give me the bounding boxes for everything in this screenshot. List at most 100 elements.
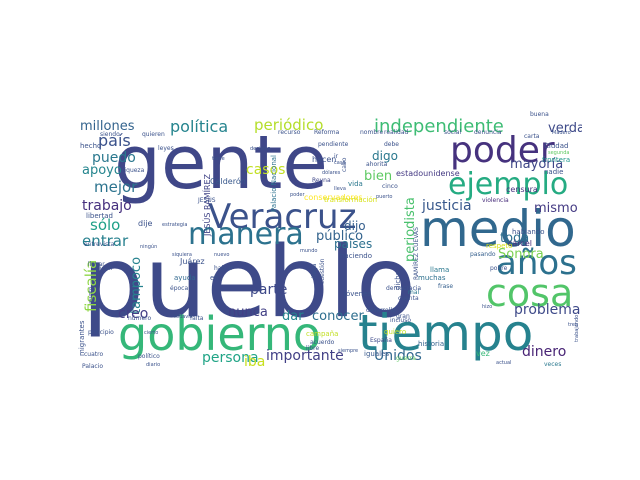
word-iguales: iguales xyxy=(364,350,389,358)
word-democracia: democracia xyxy=(386,285,421,292)
word-cuenta: cuenta xyxy=(398,295,419,302)
word-cuestion: cuestión xyxy=(319,258,326,284)
word-calderon: Calderón xyxy=(210,176,246,186)
word-tiempo: tiempo xyxy=(358,304,533,362)
word-digo: digo xyxy=(372,149,398,163)
word-pasando: pasando xyxy=(470,251,496,258)
word-independiente: independiente xyxy=(374,116,504,137)
word-pobre: pobre xyxy=(490,265,508,272)
word-manera: manera xyxy=(188,217,304,252)
word-cuatro: cuatro xyxy=(84,351,103,358)
word-censura: censura xyxy=(506,185,538,194)
word-jesus: JESÚS xyxy=(197,197,216,204)
word-entrar: entrar xyxy=(82,232,129,250)
word-ahorita: ahorita xyxy=(366,161,388,168)
word-jovenes: jóvenes xyxy=(343,290,371,298)
word-mayoria: mayoría xyxy=(510,157,563,172)
word-fiscalia: fiscalía xyxy=(82,260,100,312)
word-poder-small: poder xyxy=(290,192,305,198)
word-nadie: nadie xyxy=(544,168,563,176)
word-periodista: periodista xyxy=(403,197,418,262)
word-diario: diario xyxy=(146,362,160,368)
word-veracruz: Veracruz xyxy=(208,197,356,237)
word-libre: libre xyxy=(306,345,319,352)
word-campana: campaña xyxy=(306,330,338,338)
word-bien: bien xyxy=(364,169,392,184)
word-paises: países xyxy=(334,237,372,251)
word-cierto: cierto xyxy=(144,330,158,336)
word-cosa: cosa xyxy=(486,271,573,315)
word-siendo: siendo xyxy=(100,131,120,138)
word-incluso: incluso xyxy=(390,317,411,324)
word-segunda: segunda xyxy=(548,150,569,156)
word-dar: dar xyxy=(282,309,304,324)
word-espana: España xyxy=(370,337,392,344)
word-conservadores: conservadores xyxy=(304,193,363,202)
word-dije: dije xyxy=(138,219,153,228)
word-denuncia: denuncia xyxy=(474,129,502,136)
word-millones: millones xyxy=(80,119,135,134)
word-sonora: Sonora xyxy=(498,247,544,262)
word-solo: sólo xyxy=(90,216,120,234)
word-politico: político xyxy=(138,353,160,360)
word-ciudad: Ciudad xyxy=(544,142,568,150)
word-verdad: verdad xyxy=(548,121,582,136)
word-conocer: conocer xyxy=(312,309,364,324)
word-numero: número xyxy=(128,315,151,322)
word-nunca: nunca xyxy=(228,305,268,320)
word-actual: actual xyxy=(496,360,511,366)
word-desarrollo: desarrollo xyxy=(366,307,396,314)
word-politica: política xyxy=(170,117,228,136)
word-dolares: dólares xyxy=(322,169,341,176)
word-mismo: mismo xyxy=(534,201,578,216)
word-realidad: realidad xyxy=(384,129,409,136)
word-veces: veces xyxy=(544,361,561,368)
word-acuerdo: acuerdo xyxy=(310,339,335,346)
word-reforma: Reforma xyxy=(314,129,340,136)
word-hablar: hablar xyxy=(214,265,234,272)
word-nombre: nombre xyxy=(360,129,383,136)
word-poder: poder xyxy=(450,130,555,171)
word-pendiente: pendiente xyxy=(318,141,349,148)
word-importante: importante xyxy=(266,348,344,364)
word-estadounidense: estadounidense xyxy=(396,169,460,178)
word-apoyo: apoyo xyxy=(82,163,122,178)
word-tiene: tiene xyxy=(212,156,225,162)
word-quiero: quiero xyxy=(384,328,406,336)
word-pais: país xyxy=(98,131,131,150)
word-carta: carta xyxy=(524,133,540,140)
word-anos: años xyxy=(496,243,577,283)
word-pueblo: pueblo xyxy=(82,226,416,340)
word-justicia: justicia xyxy=(421,198,472,214)
word-dicho: dicho xyxy=(394,271,402,290)
word-buena: buena xyxy=(530,111,549,118)
word-puerto: puerto xyxy=(376,194,393,200)
word-jesus-ramirez: JESÚS RAMÍREZ xyxy=(201,173,212,237)
word-vez: vez xyxy=(476,349,490,358)
word-siquiera: siquiera xyxy=(172,252,192,258)
word-ningun: ningún xyxy=(140,243,157,250)
word-hizo: hizo xyxy=(482,304,492,310)
word-guerra: guerra xyxy=(396,355,416,362)
word-debe: debe xyxy=(384,141,399,148)
word-frontera: frontera xyxy=(542,156,570,164)
word-palacio: Palacio xyxy=(82,363,103,370)
word-epoca: época xyxy=(170,285,188,292)
word-estrategia: estrategia xyxy=(162,222,187,228)
word-decision: decisión xyxy=(250,145,271,152)
word-ramirez-cuevas: RAMÍREZ CUEVAS xyxy=(413,227,420,280)
word-quieren: quieren xyxy=(142,131,165,138)
word-lleva: lleva xyxy=(334,186,346,192)
word-cabo: cabo xyxy=(341,157,348,172)
word-eh: eh xyxy=(210,274,219,282)
word-haciendo: haciendo xyxy=(340,252,372,260)
word-llega: llega xyxy=(311,263,318,278)
word-social: social xyxy=(444,129,461,136)
word-falta: falta xyxy=(190,315,204,322)
word-hablando: hablando xyxy=(512,228,545,236)
word-casos: casos xyxy=(246,162,285,178)
word-frase: frase xyxy=(438,283,453,290)
word-casa: casa xyxy=(334,160,345,166)
word-publico: público xyxy=(316,229,363,244)
word-dicen: dicen xyxy=(96,265,112,272)
